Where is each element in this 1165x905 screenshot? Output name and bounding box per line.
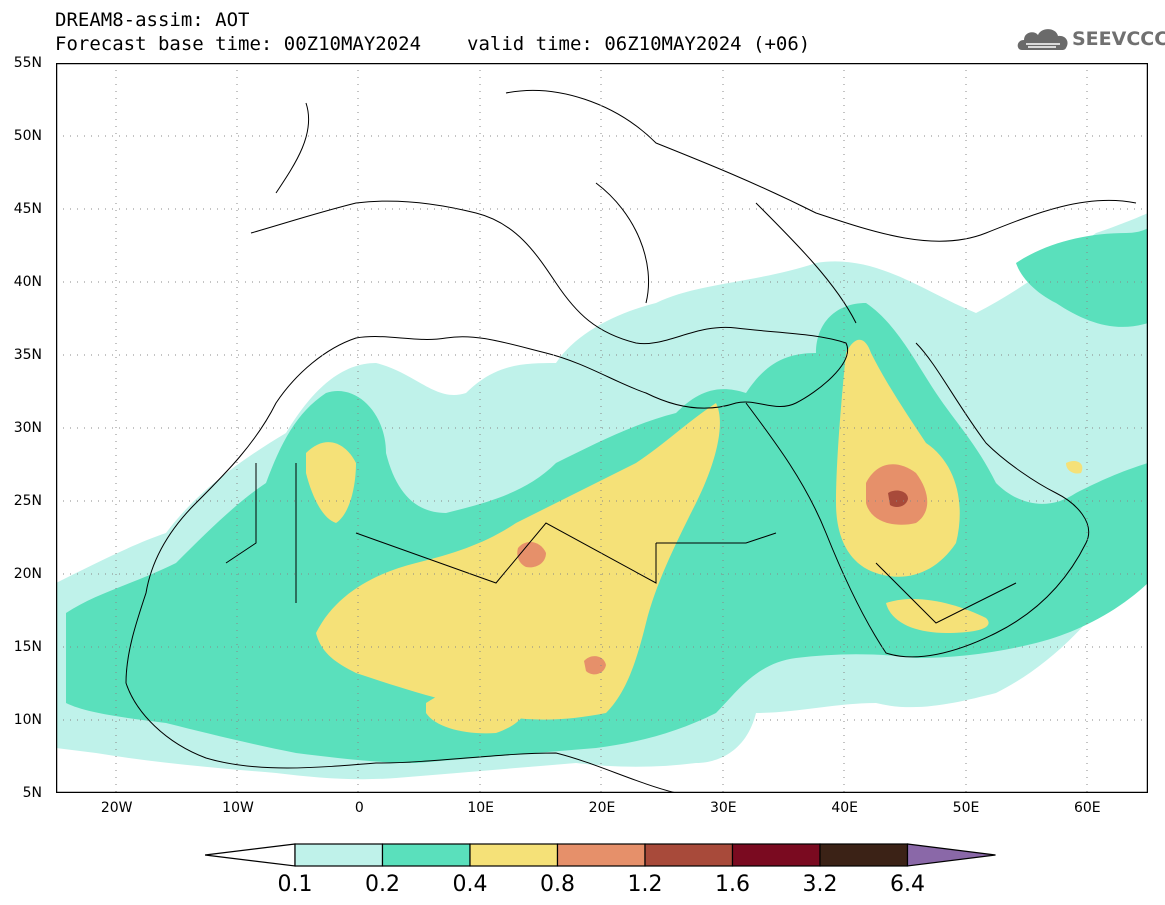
lat-label: 20N <box>13 566 42 582</box>
map-panel <box>55 62 1149 794</box>
graticule <box>56 63 1148 793</box>
colorbar-box <box>819 843 909 867</box>
colorbar <box>204 840 1000 876</box>
lat-label: 50N <box>13 128 42 144</box>
lon-label: 40E <box>831 800 858 816</box>
lat-label: 30N <box>13 420 42 436</box>
colorbar-label: 3.2 <box>802 872 838 897</box>
lon-label: 20W <box>100 800 133 816</box>
lat-label: 35N <box>13 347 42 363</box>
colorbar-label: 6.4 <box>890 872 925 897</box>
colorbar-box <box>556 843 646 867</box>
colorbar-below-triangle <box>204 843 296 867</box>
colorbar-label: 0.1 <box>277 872 313 897</box>
seevccc-logo: SEEVCCC <box>1016 22 1165 58</box>
colorbar-label: 1.6 <box>715 872 750 897</box>
lon-label: 10E <box>467 800 494 816</box>
lat-label: 40N <box>13 274 42 290</box>
base-time: Forecast base time: 00Z10MAY2024 <box>55 33 422 55</box>
aot-map <box>55 62 1149 794</box>
colorbar-box <box>731 843 821 867</box>
lon-label: 10W <box>222 800 254 816</box>
colorbar-label: 0.4 <box>452 872 488 897</box>
colorbar-box <box>469 843 559 867</box>
logo-text: SEEVCCC <box>1072 28 1165 50</box>
lat-label: 55N <box>13 55 42 71</box>
lat-label: 5N <box>22 785 42 801</box>
aot-level-1.2 <box>888 490 908 507</box>
lat-label: 10N <box>13 712 42 728</box>
colorbar-box <box>381 843 471 867</box>
colorbar-svg <box>204 843 996 867</box>
lon-label: 60E <box>1073 800 1101 816</box>
lon-label: 30E <box>709 800 737 816</box>
lat-label: 25N <box>13 493 42 509</box>
colorbar-label: 0.2 <box>365 872 400 897</box>
valid-time: valid time: 06Z10MAY2024 (+06) <box>467 33 811 55</box>
lon-label: 0 <box>354 800 364 816</box>
colorbar-above-triangle <box>906 843 996 867</box>
time-line: Forecast base time: 00Z10MAY2024 valid ti… <box>55 34 810 54</box>
map-border <box>55 62 1149 794</box>
colorbar-box <box>644 843 734 867</box>
colorbar-label: 1.2 <box>627 872 663 897</box>
colorbar-label: 0.8 <box>540 872 575 897</box>
coastlines <box>125 90 1137 793</box>
colorbar-box <box>294 843 384 867</box>
lon-label: 50E <box>952 800 980 816</box>
lat-label: 15N <box>13 639 42 655</box>
cloud-icon <box>1017 29 1068 50</box>
lat-label: 45N <box>13 201 42 217</box>
lon-label: 20E <box>588 800 616 816</box>
aot-level-0.4 <box>306 339 1083 734</box>
map-title: DREAM8-assim: AOT <box>55 9 250 31</box>
